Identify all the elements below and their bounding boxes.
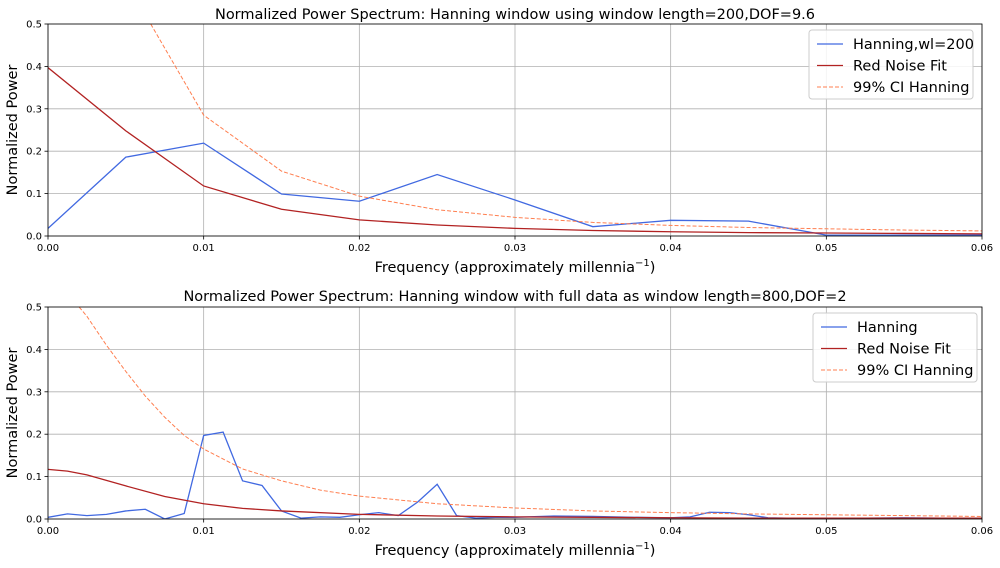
top-chart-xlabel-suffix: ) (650, 260, 656, 276)
top-chart-xlabel-main: Frequency (approximately millennia (375, 260, 635, 276)
top-chart-xlabel-sup: −1 (635, 258, 650, 269)
top-chart-title: Normalized Power Spectrum: Hanning windo… (215, 7, 815, 23)
bottom-chart-xtick-label-3: 0.03 (504, 526, 526, 537)
bottom-chart-legend-box (812, 312, 978, 383)
top-chart-xtick-label-6: 0.06 (971, 243, 993, 254)
top-chart-ytick-label-3: 0.3 (26, 104, 42, 115)
top-chart-ytick-label-5: 0.5 (26, 20, 42, 31)
bottom-chart-ytick-label-0: 0.0 (26, 515, 42, 526)
bottom-chart-xtick-label-5: 0.05 (815, 526, 837, 537)
bottom-chart-legend-label-2: 99% CI Hanning (857, 363, 973, 379)
bottom-chart-ytick-label-2: 0.2 (26, 430, 42, 441)
bottom-chart-xlabel: Frequency (approximately millennia−1) (375, 541, 656, 559)
bottom-chart-series-line-1 (48, 468, 982, 519)
top-chart-legend-label-0: Hanning,wl=200 (853, 37, 974, 53)
bottom-chart-xlabel-suffix: ) (650, 543, 656, 559)
top-chart-xtick-label-4: 0.04 (660, 243, 682, 254)
bottom-chart-series-line-2 (78, 307, 982, 517)
top-chart-ticks: 0.00 0.01 0.02 0.03 0.04 0.05 0.06 0.0 0.1 0.2 0.3… (26, 20, 993, 255)
top-chart-legend-label-2: 99% CI Hanning (853, 80, 969, 96)
bottom-chart-ytick-label-1: 0.1 (26, 472, 42, 483)
bottom-chart-legend-label-1: Red Noise Fit (857, 342, 951, 358)
bottom-chart-ytick-label-3: 0.3 (26, 387, 42, 398)
bottom-chart-xlabel-sup: −1 (635, 541, 650, 552)
bottom-chart-legend: Hanning Red Noise Fit 99% CI Hanning (812, 312, 978, 383)
bottom-chart-title: Normalized Power Spectrum: Hanning windo… (183, 289, 846, 305)
bottom-chart-xtick-label-0: 0.00 (37, 526, 59, 537)
bottom-chart-ytick-label-4: 0.4 (26, 345, 42, 356)
top-chart-xtick-label-0: 0.00 (37, 243, 59, 254)
bottom-chart-xlabel-main: Frequency (approximately millennia (375, 543, 635, 559)
bottom-chart-legend-label-0: Hanning (857, 320, 918, 336)
top-chart-series-line-0 (48, 142, 982, 236)
bottom-chart-ylabel: Normalized Power (5, 348, 21, 479)
top-chart-ytick-label-4: 0.4 (26, 62, 42, 73)
bottom-chart-ytick-label-5: 0.5 (26, 303, 42, 314)
top-chart-series-line-1 (48, 67, 982, 235)
top-chart-ytick-label-1: 0.1 (26, 189, 42, 200)
top-chart-xtick-label-5: 0.05 (815, 243, 837, 254)
top-chart-ytick-label-0: 0.0 (26, 232, 42, 243)
top-chart-xtick-label-2: 0.02 (348, 243, 370, 254)
top-chart-series-line-2 (150, 24, 982, 232)
top-chart-series (48, 24, 982, 236)
bottom-chart-ticks: 0.00 0.01 0.02 0.03 0.04 0.05 0.06 0.0 0.1 0.2 0.3… (26, 303, 993, 538)
bottom-chart-xtick-label-1: 0.01 (193, 526, 215, 537)
bottom-chart-series (48, 307, 982, 519)
top-chart-xlabel: Frequency (approximately millennia−1) (375, 258, 656, 276)
bottom-chart-panel: Normalized Power Spectrum: Hanning windo… (5, 289, 993, 559)
bottom-chart-xtick-label-2: 0.02 (348, 526, 370, 537)
top-chart-ylabel: Normalized Power (5, 65, 21, 196)
top-chart-panel: Normalized Power Spectrum: Hanning windo… (5, 7, 993, 276)
bottom-chart-series-line-0 (48, 431, 982, 519)
top-chart-legend-label-1: Red Noise Fit (853, 59, 947, 75)
top-chart-ytick-label-2: 0.2 (26, 147, 42, 158)
bottom-chart-xtick-label-6: 0.06 (971, 526, 993, 537)
top-chart-xtick-label-1: 0.01 (193, 243, 215, 254)
bottom-chart-xtick-label-4: 0.04 (660, 526, 682, 537)
top-chart-legend-box (808, 29, 974, 100)
top-chart-xtick-label-3: 0.03 (504, 243, 526, 254)
top-chart-legend: Hanning,wl=200 Red Noise Fit 99% CI Hannin… (808, 29, 974, 100)
